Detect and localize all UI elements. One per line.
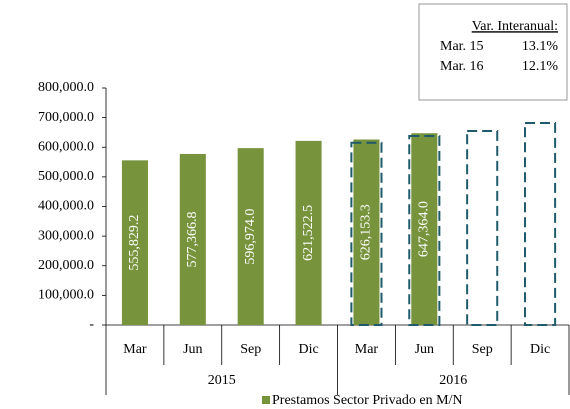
y-tick-label: 300,000.0 [38,228,94,243]
y-tick-label: - [89,317,94,332]
x-tick-label: Mar [123,342,147,357]
data-label: 596,974.0 [243,209,258,265]
projection-bar [466,129,499,326]
projection-bar [408,134,441,326]
y-tick-label: 500,000.0 [38,169,94,184]
data-label: 647,364.0 [417,201,432,257]
bar [295,140,322,325]
bar [353,139,380,325]
x-tick-label: Dic [298,342,318,357]
x-tick-label: Jun [415,342,434,357]
x-tick-label: Sep [472,342,493,357]
annotation-value: 12.1% [522,59,559,74]
data-label: 621,522.5 [301,205,316,261]
bar [179,153,206,325]
bar [121,160,148,325]
x-tick-label: Jun [183,342,202,357]
y-tick-label: 700,000.0 [38,110,94,125]
group-label: 2016 [439,373,467,388]
y-tick-label: 400,000.0 [38,199,94,214]
y-tick-label: 800,000.0 [38,80,94,95]
data-label: 626,153.3 [359,204,374,260]
y-tick-label: 200,000.0 [38,258,94,273]
projection-bar [524,121,557,326]
legend-label: Prestamos Sector Privado en M/N [272,393,463,408]
group-label: 2015 [208,373,236,388]
annotation-label: Mar. 15 [440,39,484,54]
x-tick-label: Sep [240,342,261,357]
annotation-label: Mar. 16 [440,59,484,74]
bar [411,133,438,325]
annotation-value: 13.1% [522,39,559,54]
data-label: 577,366.8 [185,211,200,267]
annotation-box [418,3,568,101]
data-label: 555,829.2 [127,215,142,271]
annotation-title: Var. Interanual: [472,19,558,34]
x-tick-label: Mar [355,342,379,357]
bar [237,148,264,325]
projection-bar [350,141,383,326]
x-tick-label: Dic [530,342,550,357]
y-tick-label: 600,000.0 [38,139,94,154]
legend-swatch [262,396,270,404]
y-tick-label: 100,000.0 [38,288,94,303]
